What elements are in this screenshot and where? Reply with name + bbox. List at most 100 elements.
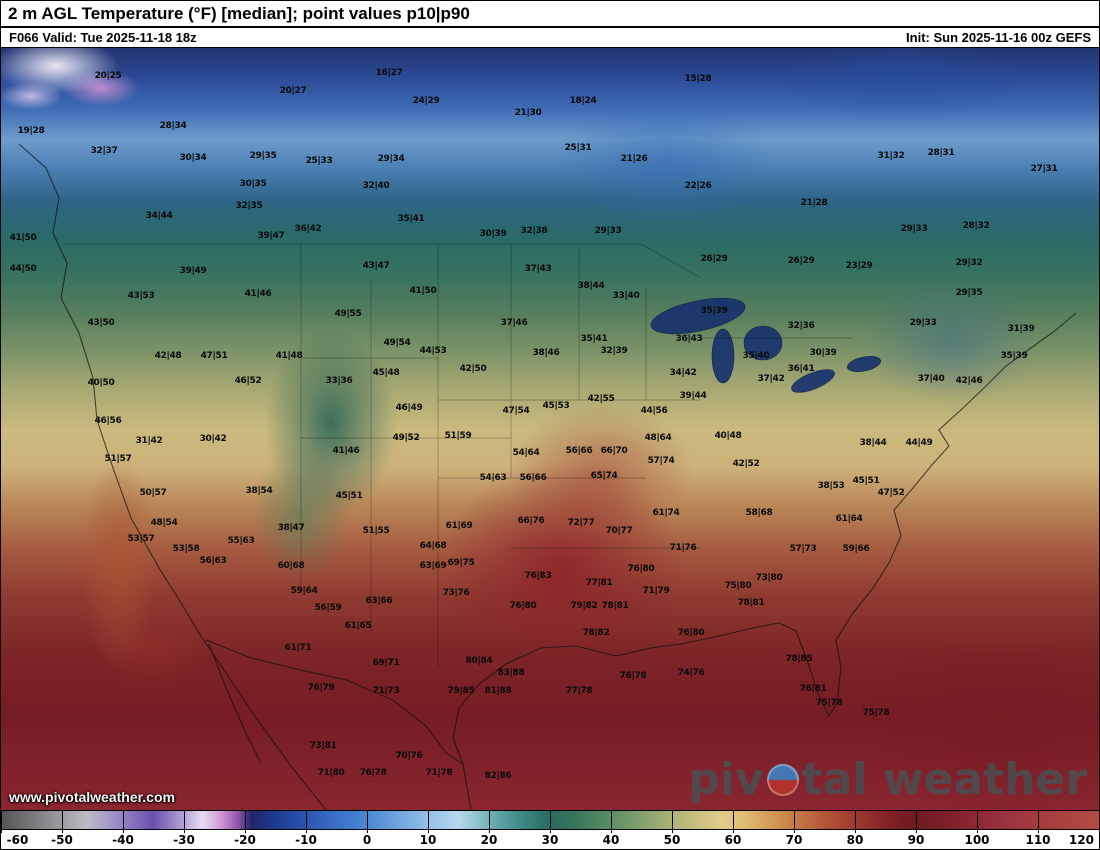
point-value: 36|42: [294, 224, 322, 234]
point-value: 53|58: [172, 544, 200, 554]
point-value: 32|36: [787, 321, 815, 331]
point-value: 47|51: [200, 351, 228, 361]
point-value: 15|28: [684, 74, 712, 84]
point-value: 81|88: [484, 686, 512, 696]
colorbar-tick-label: 0: [362, 833, 372, 847]
point-value: 26|29: [700, 254, 728, 264]
point-value: 43|47: [362, 261, 390, 271]
point-value: 16|27: [375, 68, 403, 78]
point-value: 23|29: [845, 261, 873, 271]
point-value: 46|56: [94, 416, 122, 426]
point-value: 65|74: [590, 471, 618, 481]
point-value: 53|57: [127, 534, 155, 544]
point-value: 39|44: [679, 391, 707, 401]
point-value: 21|28: [800, 198, 828, 208]
point-value: 54|64: [512, 448, 540, 458]
pivotal-weather-watermark: piv tal weather: [689, 758, 1087, 802]
colorbar-tick-label: -40: [112, 833, 134, 847]
point-value: 63|66: [365, 596, 393, 606]
geography-overlay: [18, 143, 1077, 810]
point-value: 34|44: [145, 211, 173, 221]
point-value: 76|78: [359, 768, 387, 778]
point-value: 48|64: [644, 433, 672, 443]
point-value: 21|26: [620, 154, 648, 164]
point-value: 56|66: [519, 473, 547, 483]
point-value: 73|76: [442, 588, 470, 598]
point-value: 66|76: [517, 516, 545, 526]
point-value: 47|54: [502, 406, 530, 416]
point-value: 40|50: [87, 378, 115, 388]
point-value: 76|80: [509, 601, 537, 611]
point-value: 30|42: [199, 434, 227, 444]
point-value: 57|74: [647, 456, 675, 466]
point-value: 41|46: [244, 289, 272, 299]
point-value: 73|81: [309, 741, 337, 751]
point-value: 76|81: [799, 684, 827, 694]
subheader: F066 Valid: Tue 2025-11-18 18z Init: Sun…: [1, 28, 1099, 48]
brand-text-pre: piv: [688, 754, 764, 805]
point-value: 57|73: [789, 544, 817, 554]
point-value: 71|78: [425, 768, 453, 778]
point-value: 75|78: [862, 708, 890, 718]
point-value: 28|31: [927, 148, 955, 158]
point-value: 71|76: [669, 543, 697, 553]
colorbar-tick: [1038, 810, 1039, 833]
point-value: 59|64: [290, 586, 318, 596]
point-value: 29|34: [377, 154, 405, 164]
point-value: 35|41: [580, 334, 608, 344]
point-value: 29|33: [909, 318, 937, 328]
colorbar-tick-label: 100: [964, 833, 990, 847]
point-value: 29|35: [955, 288, 983, 298]
baja-coastline: [208, 643, 262, 764]
point-value: 71|73: [372, 686, 400, 696]
point-value: 35|39: [1000, 351, 1028, 361]
point-value: 78|81: [601, 601, 629, 611]
point-value: 58|68: [745, 508, 773, 518]
point-value: 49|54: [383, 338, 411, 348]
point-value: 78|82: [582, 628, 610, 638]
point-value: 45|53: [542, 401, 570, 411]
colorbar-tick: [367, 810, 368, 833]
point-value: 29|35: [249, 151, 277, 161]
point-value: 61|69: [445, 521, 473, 531]
colorbar-tick-label: -50: [51, 833, 73, 847]
pivotal-logo-icon: [766, 764, 799, 796]
point-value: 30|34: [179, 153, 207, 163]
colorbar-tick-label: -30: [173, 833, 195, 847]
point-value: 37|43: [524, 264, 552, 274]
point-value: 30|39: [809, 348, 837, 358]
point-value: 49|55: [334, 309, 362, 319]
colorbar-tick: [855, 810, 856, 833]
point-value: 25|31: [564, 143, 592, 153]
point-value: 76|80: [677, 628, 705, 638]
point-value: 32|39: [600, 346, 628, 356]
point-value: 76|83: [524, 571, 552, 581]
colorbar-tick-label: 30: [541, 833, 559, 847]
point-value: 50|57: [139, 488, 167, 498]
point-value: 42|50: [459, 364, 487, 374]
point-value: 36|41: [787, 364, 815, 374]
point-value: 39|49: [179, 266, 207, 276]
point-value: 76|80: [627, 564, 655, 574]
brand-text-post: tal weather: [801, 754, 1087, 805]
point-value: 39|47: [257, 231, 285, 241]
point-value: 20|27: [279, 86, 307, 96]
colorbar-tick-label: 80: [846, 833, 864, 847]
point-value: 64|68: [419, 541, 447, 551]
point-value: 32|35: [235, 201, 263, 211]
point-value: 38|53: [817, 481, 845, 491]
colorbar-tick: [977, 810, 978, 833]
colorbar-tick-label: 60: [724, 833, 742, 847]
colorbar-tick-label: 20: [480, 833, 498, 847]
colorbar-tick: [489, 810, 490, 833]
point-value: 74|76: [677, 668, 705, 678]
colorbar-tick: [672, 810, 673, 833]
point-value: 73|80: [755, 573, 783, 583]
point-value: 41|50: [9, 233, 37, 243]
point-value: 71|80: [317, 768, 345, 778]
point-value: 69|75: [447, 558, 475, 568]
page-title: 2 m AGL Temperature (°F) [median]; point…: [1, 1, 1099, 28]
point-value: 43|53: [127, 291, 155, 301]
colorbar-tick-label: -20: [234, 833, 256, 847]
point-value: 60|68: [277, 561, 305, 571]
